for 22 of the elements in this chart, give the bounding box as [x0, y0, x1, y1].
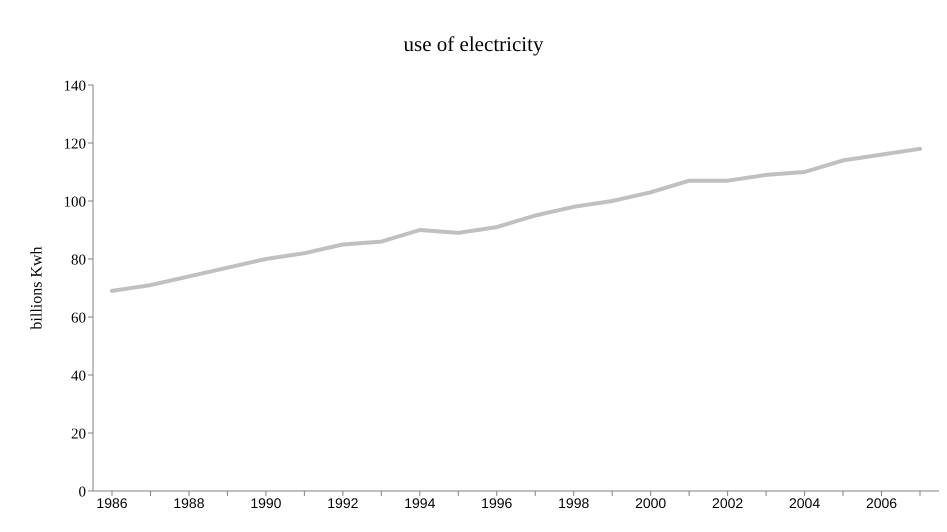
y-tick-label: 40 — [71, 368, 86, 384]
y-tick-label: 20 — [71, 426, 86, 442]
y-tick-label: 120 — [64, 136, 86, 152]
y-tick-label: 60 — [71, 310, 86, 326]
y-tick-label: 140 — [64, 78, 86, 94]
chart-title: use of electricity — [402, 32, 544, 57]
x-tick-label: 1994 — [404, 494, 436, 511]
x-tick-label: 1990 — [250, 494, 282, 511]
x-tick-label: 2002 — [712, 494, 744, 511]
x-tick-label: 1992 — [327, 494, 359, 511]
x-tick-label: 2004 — [788, 494, 820, 511]
y-tick-label: 100 — [64, 194, 86, 210]
x-tick-label: 1998 — [558, 494, 590, 511]
x-tick-label: 1986 — [96, 494, 128, 511]
x-tick-label: 1996 — [481, 494, 513, 511]
x-tick-label: 2000 — [635, 494, 666, 511]
x-tick-label: 1988 — [173, 494, 205, 511]
y-tick-label: 80 — [71, 252, 86, 268]
y-axis-title: billions Kwh — [28, 246, 46, 330]
x-tick-label: 2006 — [866, 494, 898, 511]
y-tick-label: 0 — [78, 484, 86, 500]
line-series — [110, 146, 922, 293]
